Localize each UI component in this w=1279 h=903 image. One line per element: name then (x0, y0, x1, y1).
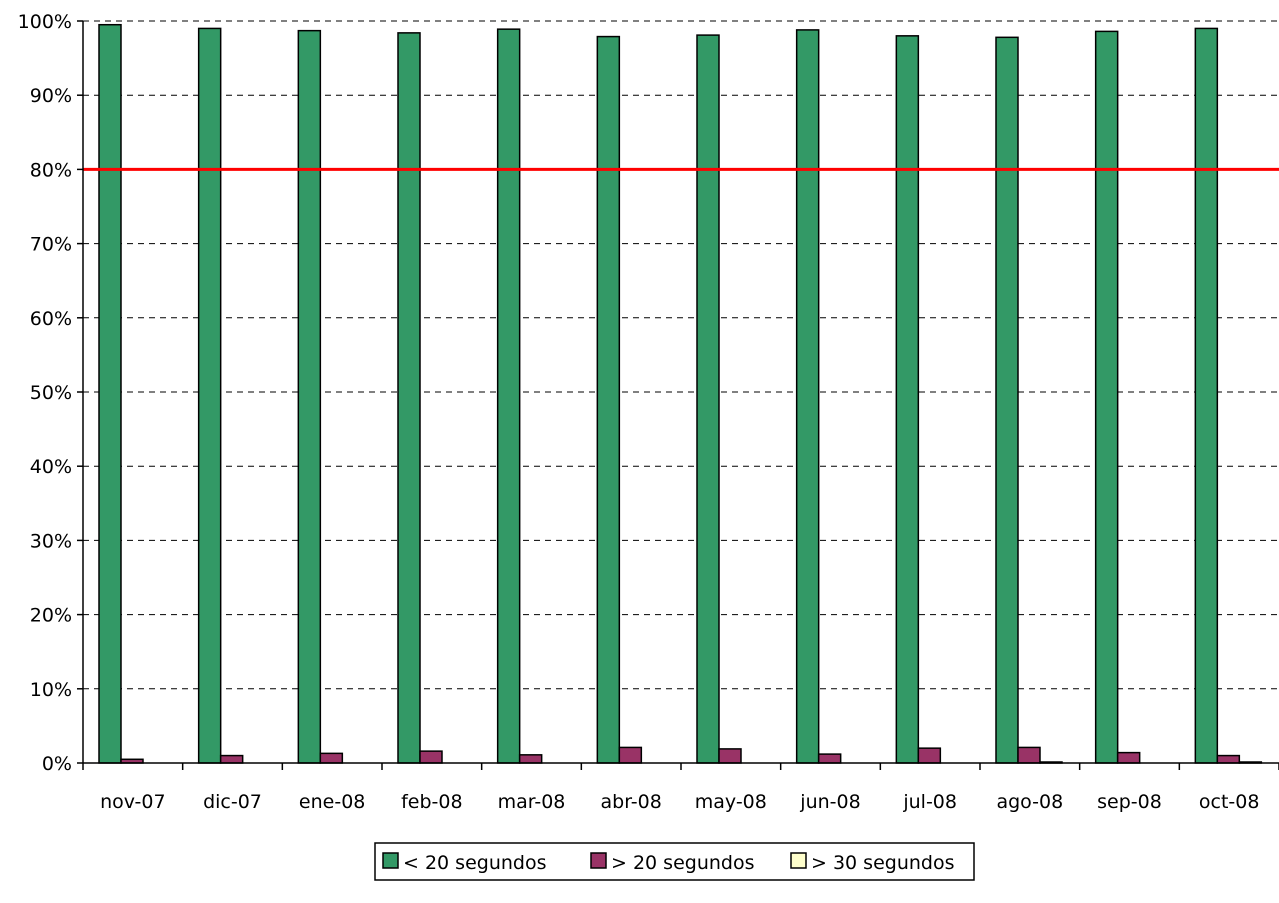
y-tick-label: 40% (30, 456, 72, 478)
y-axis-tick-labels: 0% 10% 20% 30% 40% 50% 60% 70% 80% 90% 100% (18, 11, 72, 775)
x-tick-label: feb-08 (401, 791, 462, 813)
bar-2 (419, 750, 443, 764)
legend-label-1: < 20 segundos (403, 852, 547, 874)
y-tick-label: 0% (42, 753, 72, 775)
x-tick-label: jul-08 (902, 791, 957, 813)
x-tick-label: may-08 (695, 791, 767, 813)
bars (98, 23, 1263, 764)
bar-2 (917, 747, 942, 764)
x-tick-label: abr-08 (600, 791, 661, 813)
legend-swatch-3 (790, 852, 807, 869)
legend-swatch-1 (382, 852, 399, 869)
bar-1 (1094, 30, 1119, 764)
bar-1 (297, 29, 322, 764)
bar-2 (1017, 746, 1041, 764)
x-tick-label: nov-07 (100, 791, 165, 813)
x-tick-label: dic-07 (203, 791, 262, 813)
x-tick-label: ene-08 (299, 791, 365, 813)
bar-2 (1216, 754, 1241, 764)
y-tick-label: 60% (30, 308, 72, 330)
bar-2 (718, 748, 742, 764)
bar-1 (895, 35, 920, 764)
bar-2 (618, 746, 643, 764)
y-tick-label: 10% (30, 679, 72, 701)
bar-1 (197, 27, 222, 764)
bar-2 (319, 752, 344, 764)
legend-swatch-2 (590, 852, 607, 869)
y-tick-label: 20% (30, 605, 72, 627)
bar-2 (518, 754, 543, 764)
x-tick-label: jun-08 (799, 791, 860, 813)
legend-box (374, 842, 975, 881)
bar-2 (219, 754, 244, 764)
bar-1 (397, 32, 421, 764)
legend-label-3: > 30 segundos (811, 852, 955, 874)
x-axis-tick-labels: nov-07 dic-07 ene-08 feb-08 mar-08 abr-08 may-… (100, 791, 1259, 813)
bar-1 (696, 34, 720, 764)
legend: < 20 segundos > 20 segundos > 30 segundos (374, 842, 975, 881)
x-tick-label: ago-08 (996, 791, 1063, 813)
legend-label-2: > 20 segundos (611, 852, 755, 874)
bar-1 (98, 23, 122, 764)
y-tick-label: 30% (30, 530, 72, 552)
y-tick-label: 80% (30, 159, 72, 181)
y-tick-label: 50% (30, 382, 72, 404)
y-tick-label: 90% (30, 85, 72, 107)
y-tick-label: 70% (30, 234, 72, 256)
bar-1 (496, 28, 521, 764)
bar-1 (995, 36, 1019, 764)
bar-1 (795, 29, 820, 764)
x-tick-label: mar-08 (498, 791, 566, 813)
bar-2 (817, 753, 842, 764)
bar-2 (1116, 751, 1141, 764)
axes (77, 20, 1279, 770)
x-tick-label: oct-08 (1199, 791, 1260, 813)
bar-1 (1194, 27, 1219, 764)
bar-1 (596, 35, 621, 764)
y-tick-label: 100% (18, 11, 72, 33)
x-tick-label: sep-08 (1097, 791, 1162, 813)
